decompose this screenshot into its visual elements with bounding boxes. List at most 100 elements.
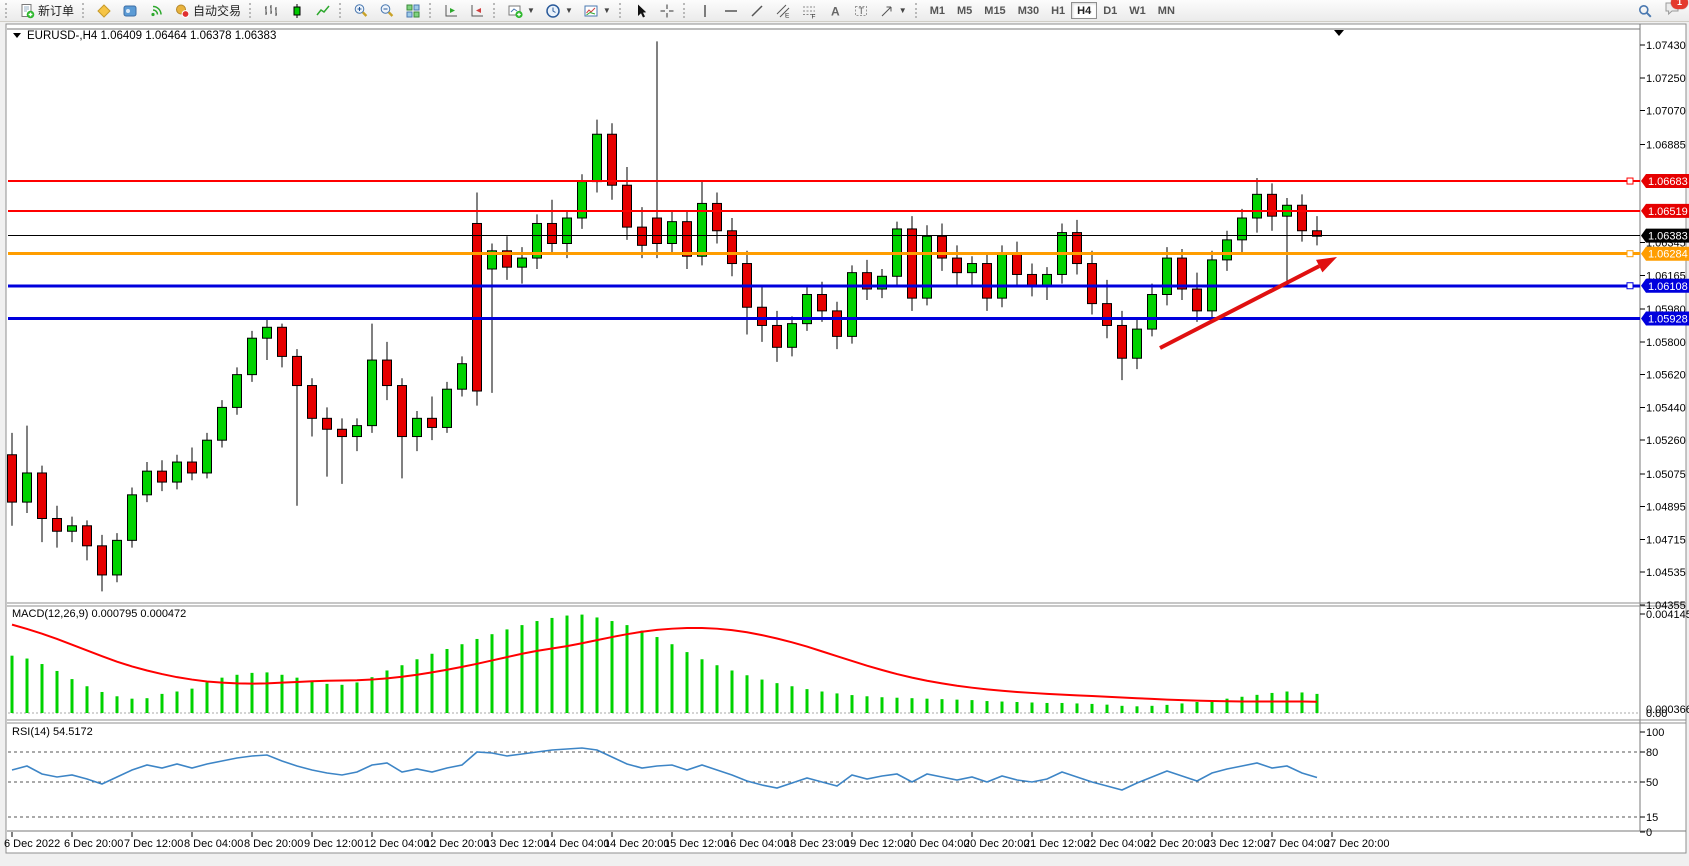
candle-body [1297, 204, 1307, 232]
chart-shift-button[interactable] [465, 1, 489, 20]
macd-histogram-bar [340, 684, 344, 713]
timeframe-button-h1[interactable]: H1 [1045, 2, 1071, 19]
line-handle[interactable] [1626, 250, 1634, 258]
candle-body [817, 293, 827, 312]
toolbar-grip [618, 3, 624, 18]
candle-body [772, 324, 782, 348]
market-watch-button[interactable] [92, 1, 116, 20]
candle-body [202, 439, 212, 474]
macd-histogram-bar [910, 698, 914, 713]
macd-histogram-bar [385, 670, 389, 713]
rsi-axis-label: 15 [1646, 812, 1658, 824]
time-tick-label: 21 Dec 12:00 [1024, 838, 1089, 850]
trend-arrow-head[interactable] [1316, 257, 1337, 273]
line-chart-icon [316, 5, 330, 15]
candle-body [427, 417, 437, 428]
line-handle[interactable] [1626, 177, 1634, 185]
horizontal-line-button[interactable] [719, 1, 743, 20]
cursor-icon [637, 4, 646, 17]
text-button[interactable]: A [823, 1, 847, 20]
text-label-button[interactable]: T [849, 1, 873, 20]
zoom-out-button[interactable] [375, 1, 399, 20]
signals-button[interactable] [144, 1, 168, 20]
candle-body [757, 306, 767, 326]
tile-windows-icon [406, 4, 420, 17]
candle-body [1087, 263, 1097, 305]
timeframe-button-h4[interactable]: H4 [1071, 2, 1098, 19]
candle-body [847, 272, 857, 337]
timeframe-button-mn[interactable]: MN [1152, 2, 1181, 19]
price-tick-label: 1.07250 [1646, 73, 1686, 85]
trendline-button[interactable] [745, 1, 769, 20]
candle-body [397, 385, 407, 438]
toolbar-grip [5, 3, 10, 18]
toolbar-right-tools: 1 [1632, 0, 1688, 21]
notifications-button[interactable]: 1 [1664, 0, 1688, 21]
template-button[interactable]: ▼ [579, 1, 615, 20]
line-handle[interactable] [1626, 282, 1634, 290]
timeframe-button-d1[interactable]: D1 [1097, 2, 1123, 19]
price-tick-label: 1.04535 [1646, 567, 1686, 579]
cursor-button[interactable] [629, 1, 653, 20]
price-badge [1641, 278, 1689, 293]
macd-histogram-bar [100, 691, 104, 713]
template-icon [584, 5, 598, 16]
bar-chart-button[interactable] [259, 1, 283, 20]
clock-icon [546, 3, 560, 18]
candle-body [607, 133, 617, 186]
candle-body [1177, 257, 1187, 290]
macd-histogram-bar [745, 675, 749, 713]
macd-histogram-bar [520, 625, 524, 713]
macd-histogram-bar [1015, 702, 1019, 713]
new-order-button[interactable]: 新订单 [15, 1, 78, 20]
price-badge-label: 1.06383 [1648, 231, 1688, 243]
auto-scroll-button[interactable] [439, 1, 463, 20]
chart-title: EURUSD-,H4 1.06409 1.06464 1.06378 1.063… [27, 30, 276, 42]
toolbar-grip [249, 3, 254, 18]
macd-histogram-bar [25, 658, 29, 713]
equidistant-channel-button[interactable]: E [771, 1, 795, 20]
trend-arrow-line[interactable] [1159, 264, 1321, 350]
timeframe-button-m15[interactable]: M15 [978, 2, 1011, 19]
candle-body [112, 539, 122, 576]
timeframe-button-m30[interactable]: M30 [1012, 2, 1045, 19]
candle-body [712, 202, 722, 232]
tile-windows-button[interactable] [401, 1, 425, 20]
macd-histogram-bar [70, 679, 74, 713]
macd-histogram-bar [595, 617, 599, 713]
add-indicator-button[interactable]: ▼ [503, 1, 539, 20]
macd-histogram-bar [670, 644, 674, 713]
macd-histogram-bar [640, 630, 644, 713]
fibonacci-button[interactable]: F [797, 1, 821, 20]
autotrading-button[interactable]: 自动交易 [170, 1, 245, 20]
candle-body [1042, 273, 1052, 286]
candlestick-chart-button[interactable] [285, 1, 309, 20]
time-tick-label: 14 Dec 04:00 [544, 838, 609, 850]
one-click-trading-arrow-icon[interactable] [13, 33, 21, 38]
chart-window-frame [5, 23, 1687, 854]
crosshair-button[interactable] [655, 1, 679, 20]
period-button[interactable]: ▼ [541, 1, 577, 20]
search-button[interactable] [1633, 1, 1657, 20]
dropdown-caret-icon: ▼ [564, 6, 573, 15]
timeframe-button-m5[interactable]: M5 [951, 2, 978, 19]
candle-body [472, 222, 482, 392]
vertical-line-button[interactable] [693, 1, 717, 20]
arrows-button[interactable]: ▼ [875, 1, 911, 20]
vertical-line-icon [704, 4, 706, 17]
macd-histogram-bar [775, 683, 779, 713]
zoom-in-button[interactable] [349, 1, 373, 20]
candle-body [82, 525, 92, 547]
timeframe-button-m1[interactable]: M1 [924, 2, 951, 19]
autotrading-icon [176, 4, 190, 18]
line-chart-button[interactable] [311, 1, 335, 20]
navigator-button[interactable] [118, 1, 142, 20]
candle-body [1012, 253, 1022, 275]
macd-histogram-bar [1030, 702, 1034, 713]
chart-shift-marker-icon[interactable] [1334, 30, 1344, 36]
time-tick-label: 13 Dec 12:00 [484, 838, 549, 850]
macd-panel [8, 614, 1640, 714]
price-tick-label: 1.07070 [1646, 106, 1686, 118]
timeframe-button-w1[interactable]: W1 [1123, 2, 1152, 19]
macd-histogram-bar [460, 644, 464, 713]
